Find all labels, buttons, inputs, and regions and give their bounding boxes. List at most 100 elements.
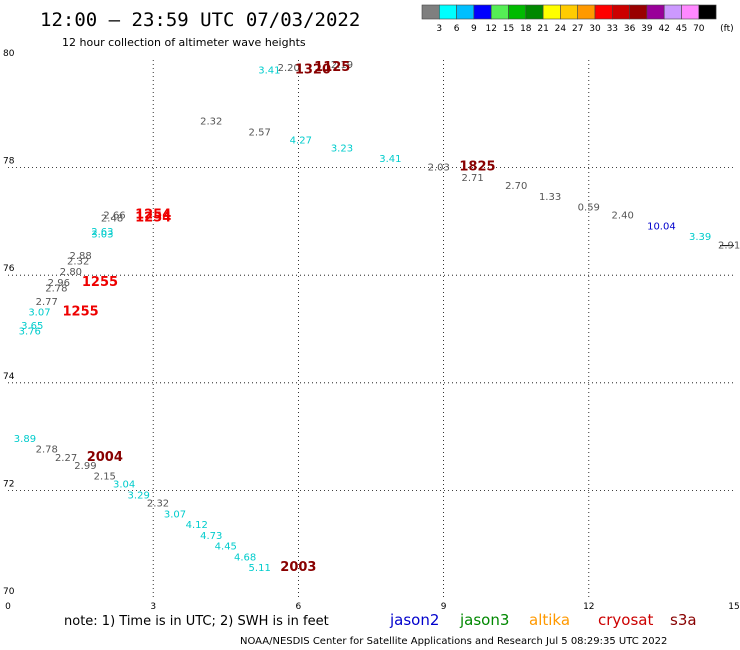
colorbar-label: 15: [503, 24, 514, 34]
colorbar-label: 9: [471, 24, 477, 34]
chart-title: 12:00 — 23:59 UTC 07/03/2022: [40, 9, 360, 31]
colorbar-swatch: [560, 4, 579, 20]
time-marker-label: 1255: [82, 275, 118, 290]
colorbar-label: 36: [624, 24, 636, 34]
x-tick-label: 3: [150, 602, 156, 612]
wave-height-label: 3.41: [379, 154, 401, 165]
colorbar-swatch: [508, 4, 527, 20]
colorbar-swatch: [456, 4, 475, 20]
colorbar-label: 21: [537, 24, 548, 34]
wave-height-label: 2.77: [36, 297, 58, 308]
colorbar-swatch: [438, 4, 457, 20]
wave-height-label: 2.66: [103, 211, 125, 222]
colorbar-label: 24: [555, 24, 567, 34]
wave-height-label: 2.96: [48, 278, 70, 289]
satellite-legend-altika: altika: [529, 611, 570, 629]
wave-height-label: 2.88: [69, 251, 91, 262]
colorbar-swatch: [490, 4, 509, 20]
wave-height-label: 2.27: [55, 453, 77, 464]
colorbar-label: 12: [485, 24, 496, 34]
wave-height-label: 3.41: [258, 65, 280, 76]
satellite-legend-s3a: s3a: [670, 611, 697, 629]
colorbar-label: 18: [520, 24, 532, 34]
colorbar-swatch: [542, 4, 561, 20]
wave-height-label: 3.07: [164, 509, 186, 520]
wave-height-label: 2.19: [331, 60, 353, 71]
colorbar-swatch: [681, 4, 700, 20]
wave-height-label: 2.32: [147, 499, 169, 510]
data-points: 2.19 2.20 1125 3.41 1320 2.32 2.57 4.27 3.23 3.41…: [14, 60, 740, 575]
colorbar-legend: 3 6 9 12 15 18 21 24 27 30 33 36 39 42 45 70 (ft): [421, 4, 734, 34]
x-tick-label: 9: [441, 602, 447, 612]
wave-height-label: 2.71: [462, 173, 484, 184]
wave-height-label: 4.12: [186, 520, 208, 531]
colorbar-label: 6: [454, 24, 460, 34]
wave-height-label: 2.63: [91, 227, 113, 238]
y-tick-label: 70: [3, 587, 15, 597]
wave-height-label: 3.03: [91, 230, 113, 241]
wave-height-label: 3.29: [128, 490, 150, 501]
wave-height-label: 0.59: [578, 203, 600, 214]
colorbar-label: 3: [436, 24, 442, 34]
x-tick-label: 0: [5, 602, 11, 612]
wave-height-label: 2.03: [428, 162, 450, 173]
colorbar-label: 27: [572, 24, 583, 34]
plot-axes: 0 3 6 9 12 15 70 72 74 76 78 80: [3, 49, 740, 612]
colorbar-label: 39: [641, 24, 653, 34]
colorbar-swatch: [611, 4, 630, 20]
time-marker-label: 1125: [314, 60, 350, 75]
time-marker-label: 1255: [63, 305, 99, 320]
colorbar-swatch: [473, 4, 492, 20]
wave-height-label: 2.32: [200, 117, 222, 128]
wave-height-label: 2.70: [505, 181, 527, 192]
footer-credit: NOAA/NESDIS Center for Satellite Applica…: [240, 636, 667, 647]
y-tick-label: 72: [3, 479, 14, 489]
wave-height-label: 2.20: [278, 63, 300, 74]
wave-height-label: 3.04: [113, 480, 135, 491]
wave-height-label: 2.40: [612, 211, 634, 222]
wave-height-label: 2.80: [60, 267, 82, 278]
satellite-legend-jason3: jason3: [459, 611, 509, 629]
wave-height-label: 4.27: [290, 135, 312, 146]
wave-height-label: 3.23: [331, 143, 353, 154]
time-marker-label: 1320: [295, 62, 331, 77]
wave-height-label: 2.32: [67, 256, 89, 267]
time-marker-label: 1825: [459, 159, 495, 174]
time-marker-label: 1254: [135, 208, 171, 223]
y-tick-label: 74: [3, 372, 15, 382]
colorbar-swatch: [577, 4, 596, 20]
wave-height-label: 2.48: [101, 213, 123, 224]
footer-note: note: 1) Time is in UTC; 2) SWH is in fe…: [64, 614, 329, 629]
y-tick-label: 80: [3, 49, 15, 59]
wave-height-label: 2.91: [718, 240, 740, 251]
chart-subtitle: 12 hour collection of altimeter wave hei…: [62, 36, 306, 49]
y-tick-label: 76: [3, 264, 15, 274]
colorbar-swatch: [629, 4, 648, 20]
colorbar-unit: (ft): [720, 24, 734, 34]
time-marker-label: 1254: [135, 210, 171, 225]
x-tick-label: 15: [728, 602, 739, 612]
x-tick-label: 12: [583, 602, 594, 612]
wave-height-label: 3.76: [19, 326, 41, 337]
wave-height-label: 4.68: [234, 552, 256, 563]
wave-height-label: 2.99: [74, 461, 96, 472]
wave-height-label: 3.89: [14, 434, 36, 445]
wave-height-label: 3.07: [28, 308, 50, 319]
y-tick-label: 78: [3, 157, 15, 167]
satellite-legend-cryosat: cryosat: [598, 611, 653, 629]
wave-height-label: 3.39: [689, 232, 711, 243]
colorbar-swatch: [646, 4, 665, 20]
wave-height-label: 4.73: [200, 531, 222, 542]
colorbar-label: 33: [607, 24, 618, 34]
x-tick-label: 6: [296, 602, 302, 612]
time-marker-label: 2004: [87, 450, 123, 465]
colorbar-label: 42: [658, 24, 669, 34]
wave-height-label: 4.45: [215, 542, 237, 553]
wave-height-label: 5.11: [249, 563, 271, 574]
wave-height-label: 1.33: [539, 192, 561, 203]
colorbar-swatch: [594, 4, 613, 20]
colorbar-swatch: [421, 4, 440, 20]
colorbar-label: 30: [589, 24, 601, 34]
satellite-legend-jason2: jason2: [389, 611, 439, 629]
